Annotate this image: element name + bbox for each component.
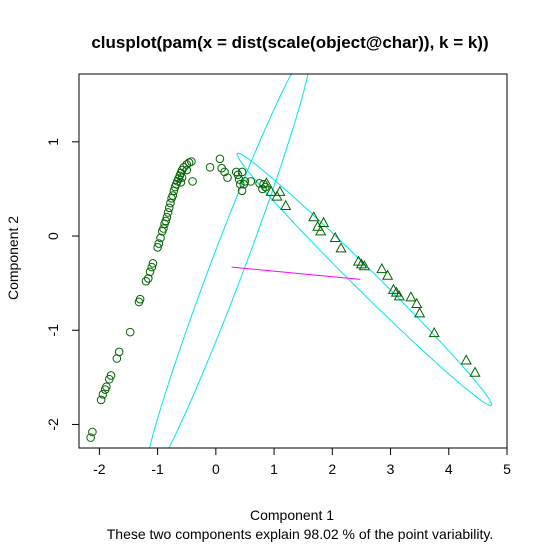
data-point-circle bbox=[240, 177, 250, 186]
data-point-triangle bbox=[355, 258, 368, 269]
y-tick-label: -2 bbox=[45, 418, 61, 431]
data-point-circle bbox=[86, 433, 95, 442]
cluster-ellipses bbox=[148, 74, 493, 448]
data-point-circle bbox=[106, 371, 116, 380]
data-point-triangle bbox=[460, 354, 472, 365]
data-point-triangle bbox=[335, 242, 347, 253]
data-point-circle bbox=[234, 175, 244, 184]
data-point-circle bbox=[187, 157, 196, 166]
data-points bbox=[86, 154, 481, 442]
data-point-circle bbox=[125, 327, 135, 337]
data-point-circle bbox=[98, 390, 108, 399]
data-point-triangle bbox=[382, 269, 394, 280]
x-tick-label: 0 bbox=[212, 461, 220, 477]
x-axis-label: Component 1 bbox=[250, 507, 334, 523]
data-point-triangle bbox=[411, 297, 423, 308]
data-point-triangle bbox=[317, 216, 330, 227]
data-point-circle bbox=[114, 347, 124, 357]
data-point-circle bbox=[177, 173, 187, 182]
chart-subtitle: These two components explain 98.02 % of … bbox=[107, 526, 494, 542]
data-point-triangle bbox=[274, 185, 286, 196]
y-axis-label: Component 2 bbox=[5, 216, 21, 300]
data-point-circle bbox=[163, 208, 173, 217]
data-point-circle bbox=[164, 203, 174, 213]
plot-frame bbox=[78, 73, 508, 449]
data-point-circle bbox=[154, 239, 164, 248]
data-point-triangle bbox=[260, 177, 273, 188]
y-tick-label: -1 bbox=[45, 324, 61, 337]
cluster-ellipse-2 bbox=[236, 152, 493, 407]
data-point-circle bbox=[145, 267, 155, 277]
cluster-distance-line bbox=[231, 266, 361, 280]
x-tick-label: 5 bbox=[503, 461, 511, 477]
data-point-circle bbox=[188, 177, 197, 186]
chart-title: clusplot(pam(x = dist(scale(object@char)… bbox=[91, 33, 488, 52]
data-point-circle bbox=[153, 243, 162, 252]
x-tick-label: 2 bbox=[328, 461, 336, 477]
data-point-circle bbox=[162, 212, 172, 222]
data-point-triangle bbox=[393, 290, 405, 301]
data-point-circle bbox=[135, 294, 145, 304]
data-point-triangle bbox=[405, 291, 417, 302]
data-point-circle bbox=[182, 165, 192, 175]
data-point-circle bbox=[161, 216, 171, 226]
data-point-triangle bbox=[358, 260, 370, 271]
data-point-triangle bbox=[265, 185, 277, 196]
data-point-circle bbox=[179, 162, 189, 172]
data-point-circle bbox=[88, 427, 97, 437]
cluster-connector bbox=[231, 266, 361, 280]
cluster-ellipse-1 bbox=[148, 74, 309, 448]
data-point-circle bbox=[220, 167, 229, 177]
data-point-triangle bbox=[280, 199, 292, 210]
data-point-triangle bbox=[308, 211, 320, 222]
data-point-circle bbox=[143, 274, 153, 283]
x-tick-label: -1 bbox=[151, 461, 164, 477]
data-point-circle bbox=[176, 178, 186, 187]
data-point-triangle bbox=[376, 262, 388, 274]
x-tick-label: 4 bbox=[445, 461, 453, 477]
data-point-triangle bbox=[312, 220, 324, 231]
data-point-circle bbox=[148, 259, 158, 268]
data-point-triangle bbox=[315, 225, 327, 236]
data-point-circle bbox=[159, 224, 168, 233]
data-point-triangle bbox=[329, 231, 341, 243]
data-point-circle bbox=[237, 167, 247, 177]
data-point-triangle bbox=[428, 327, 440, 338]
data-point-triangle bbox=[414, 307, 426, 318]
data-point-circle bbox=[168, 191, 178, 200]
data-point-circle bbox=[205, 162, 215, 172]
data-point-circle bbox=[156, 233, 165, 243]
data-point-circle bbox=[246, 177, 256, 186]
data-point-circle bbox=[182, 160, 192, 169]
data-point-circle bbox=[215, 154, 225, 164]
y-axis: -2 -1 0 1 bbox=[45, 138, 80, 431]
data-point-circle bbox=[141, 276, 151, 286]
data-point-circle bbox=[147, 262, 157, 272]
x-axis: -2 -1 0 1 2 3 4 5 bbox=[93, 447, 511, 477]
data-point-triangle bbox=[469, 366, 481, 377]
data-point-circle bbox=[96, 395, 106, 405]
data-point-circle bbox=[102, 382, 111, 392]
x-tick-label: 1 bbox=[270, 461, 278, 477]
data-point-circle bbox=[166, 198, 175, 208]
data-point-circle bbox=[223, 173, 232, 182]
y-tick-label: 0 bbox=[45, 232, 61, 240]
data-point-circle bbox=[237, 186, 247, 196]
data-point-circle bbox=[236, 179, 245, 189]
x-tick-label: -2 bbox=[93, 461, 106, 477]
x-tick-label: 3 bbox=[387, 461, 395, 477]
y-tick-label: 1 bbox=[45, 138, 61, 146]
